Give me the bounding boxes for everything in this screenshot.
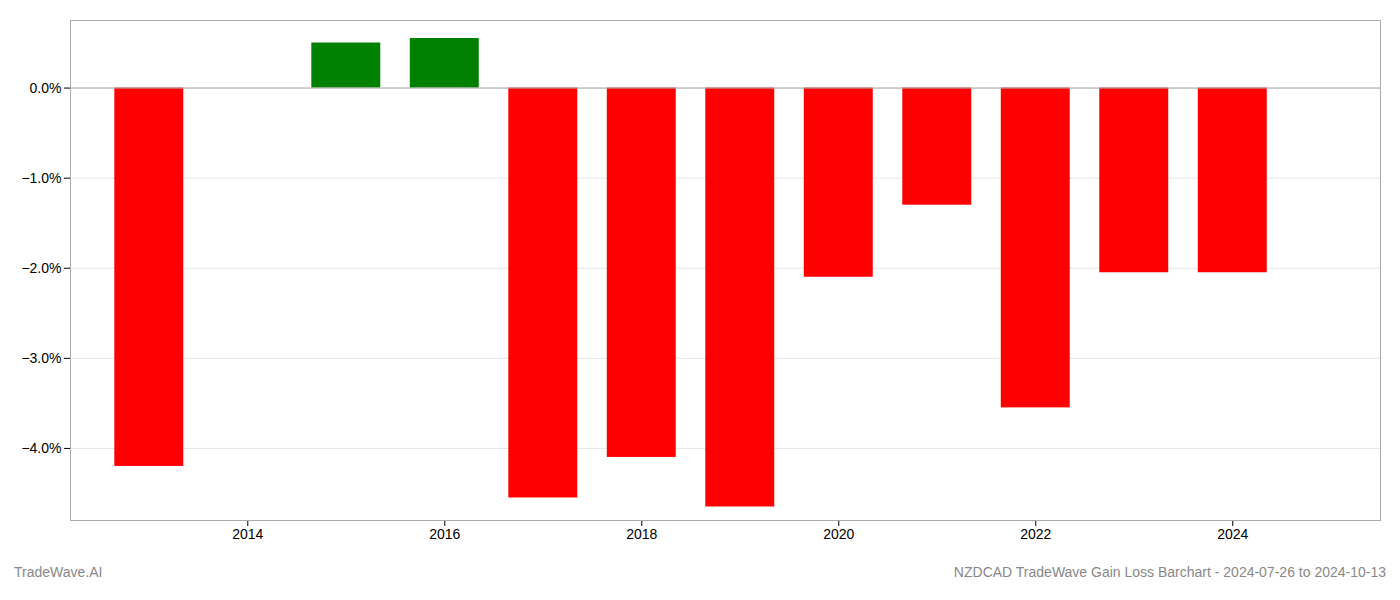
svg-text:−4.0%: −4.0% — [21, 440, 61, 456]
html-text:TradeWave.AI: TradeWave.AI — [14, 564, 103, 580]
svg-text:2024: 2024 — [1217, 526, 1248, 542]
svg-text:2014: 2014 — [232, 526, 263, 542]
svg-text:0.0%: 0.0% — [30, 80, 62, 96]
html-text:NZDCAD TradeWave Gain Loss Bar: NZDCAD TradeWave Gain Loss Barchart - 20… — [953, 564, 1386, 580]
svg-text:−3.0%: −3.0% — [21, 350, 61, 366]
svg-text:2016: 2016 — [429, 526, 460, 542]
svg-text:2018: 2018 — [626, 526, 657, 542]
svg-text:2022: 2022 — [1020, 526, 1051, 542]
svg-text:−2.0%: −2.0% — [21, 260, 61, 276]
svg-text:2020: 2020 — [823, 526, 854, 542]
svg-text:−1.0%: −1.0% — [21, 170, 61, 186]
